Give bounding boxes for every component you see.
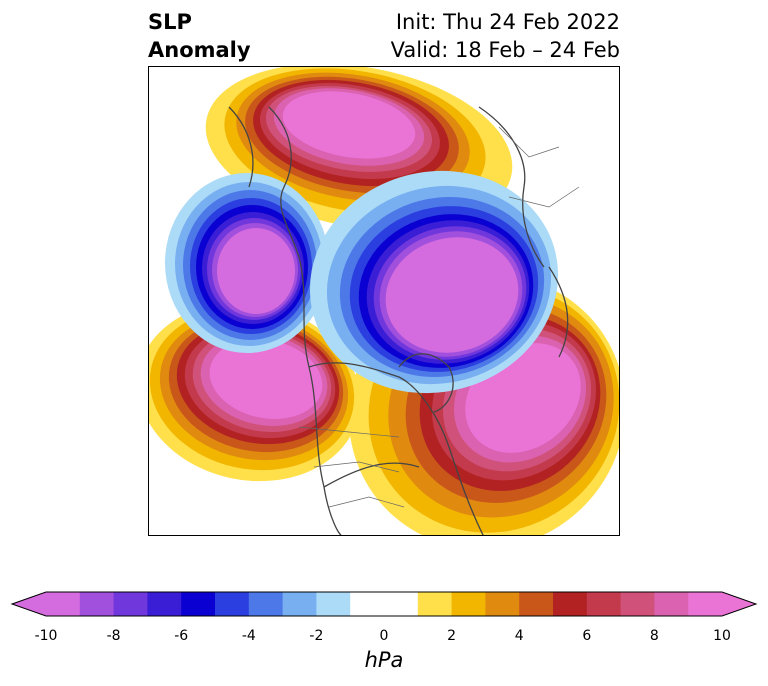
colorbar-bin-3 xyxy=(147,592,182,616)
colorbar-bin-16 xyxy=(620,592,655,616)
colorbar-bin-11 xyxy=(451,592,486,616)
colorbar-tick-label: -6 xyxy=(174,628,189,644)
colorbar-bin-12 xyxy=(485,592,520,616)
colorbar-low-extension xyxy=(12,592,46,616)
colorbar-bin-1 xyxy=(79,592,115,616)
colorbar-bin-18 xyxy=(688,592,723,616)
colorbar-tick-label: 6 xyxy=(582,628,592,644)
colorbar-tick-label: 0 xyxy=(379,628,389,644)
colorbar-bin-6 xyxy=(248,592,284,616)
map-panel xyxy=(148,66,620,536)
colorbar-bin-9 xyxy=(350,592,419,616)
colorbar-tick-label: 4 xyxy=(514,628,524,644)
title-block-left: SLP Anomaly xyxy=(148,8,251,64)
colorbar-bin-17 xyxy=(654,592,689,616)
colorbar-bin-4 xyxy=(181,592,216,616)
colorbar-bin-14 xyxy=(553,592,588,616)
arctic-ocean-low xyxy=(309,170,559,394)
coastlines xyxy=(228,106,569,535)
country-borders xyxy=(298,126,580,508)
colorbar-bin-2 xyxy=(113,592,148,616)
colorbar xyxy=(10,591,758,617)
valid-range-label: Valid: 18 Feb – 24 Feb xyxy=(390,38,620,62)
colorbar-bin-8 xyxy=(316,592,351,616)
colorbar-bin-5 xyxy=(215,592,250,616)
colorbar-bin-10 xyxy=(417,592,453,616)
colorbar-bin-7 xyxy=(282,592,317,616)
colorbar-high-extension xyxy=(722,592,756,616)
colorbar-bin-0 xyxy=(46,592,81,616)
colorbar-tick-label: -2 xyxy=(309,628,324,644)
title-line-1: SLP xyxy=(148,10,192,34)
colorbar-tick-label: -8 xyxy=(106,628,121,644)
title-line-2: Anomaly xyxy=(148,38,251,62)
colorbar-outline xyxy=(10,591,758,617)
title-block-right: Init: Thu 24 Feb 2022 Valid: 18 Feb – 24… xyxy=(391,8,620,64)
colorbar-units: hPa xyxy=(364,648,404,672)
western-us-high xyxy=(149,302,361,482)
colorbar-tick-label: 2 xyxy=(447,628,457,644)
init-date-label: Init: Thu 24 Feb 2022 xyxy=(395,10,620,34)
eurasian-arctic-high xyxy=(205,67,513,231)
colorbar-bins xyxy=(46,592,723,616)
colorbar-tick-label: 8 xyxy=(649,628,659,644)
anomaly-map xyxy=(149,67,619,535)
colorbar-bin-15 xyxy=(586,592,622,616)
colorbar-tick-label: 10 xyxy=(713,628,731,644)
colorbar-tick-label: -4 xyxy=(241,628,256,644)
colorbar-tick-label: -10 xyxy=(34,628,58,644)
colorbar-bin-13 xyxy=(519,592,554,616)
